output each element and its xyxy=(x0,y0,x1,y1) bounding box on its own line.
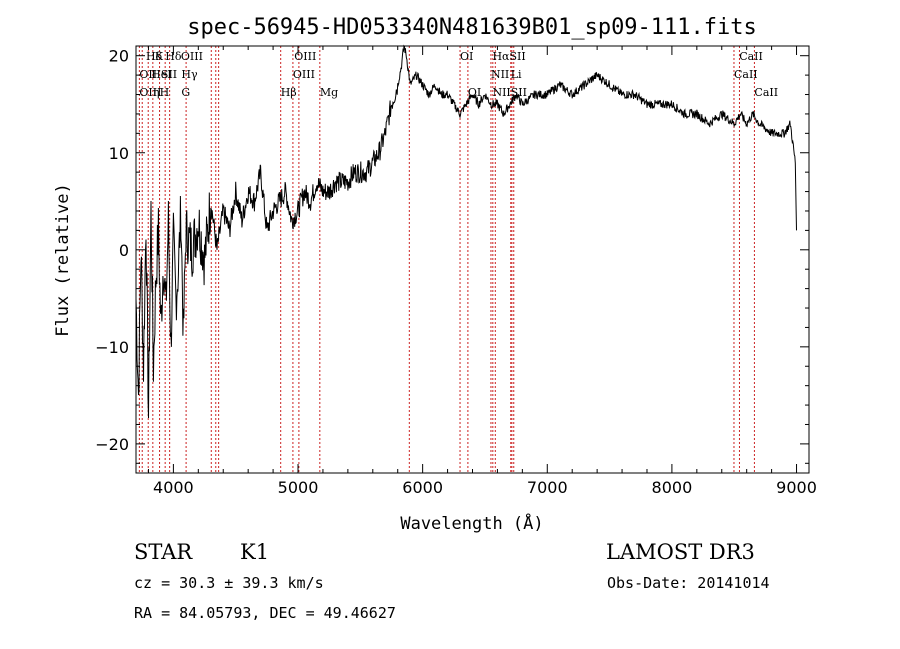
y-tick-label: −10 xyxy=(95,338,129,357)
spectral-line-label: SII xyxy=(161,68,177,81)
spectral-line-label: G xyxy=(181,86,190,99)
y-tick-label: 0 xyxy=(119,241,129,260)
spectral-line-label: CaII xyxy=(734,68,758,81)
x-tick-label: 7000 xyxy=(527,478,568,497)
y-tick-label: −20 xyxy=(95,435,129,454)
spectral-line-label: NIISII xyxy=(492,86,527,99)
spectral-line-label: OIII xyxy=(294,50,316,63)
spectral-line-label: OII xyxy=(139,68,157,81)
spectral-line-label: CaII xyxy=(739,50,763,63)
y-tick-label: 10 xyxy=(109,144,129,163)
spectral-line-label: OIII xyxy=(139,86,161,99)
spectral-line-label: HeI xyxy=(151,68,171,81)
x-tick-label: 8000 xyxy=(652,478,693,497)
survey-name: LAMOST DR3 xyxy=(606,540,755,564)
plot-frame xyxy=(135,45,810,474)
spectral-line-label: OIII xyxy=(293,68,315,81)
x-tick-label: 4000 xyxy=(153,478,194,497)
redshift-cz: cz = 30.3 ± 39.3 km/s xyxy=(134,574,324,592)
object-subclass: K1 xyxy=(240,540,270,564)
spectral-line-label: CaII xyxy=(754,86,778,99)
spectral-line-label: η xyxy=(153,86,160,99)
spectral-line-label: Hβ xyxy=(281,86,297,99)
chart-title: spec-56945-HD053340N481639B01_sp09-111.f… xyxy=(187,15,757,40)
spectral-line-label: Mg xyxy=(320,86,338,99)
spectral-line-label: HαSII xyxy=(492,50,525,63)
flux-series-line xyxy=(135,44,797,419)
x-tick-label: 6000 xyxy=(402,478,443,497)
y-tick-label: 20 xyxy=(109,47,129,66)
spectral-line-label: OI xyxy=(460,50,473,63)
x-axis-ticks: 4000 5000 6000 7000 8000 9000 xyxy=(147,46,817,497)
x-tick-label: 5000 xyxy=(278,478,319,497)
spectral-line-label: OIII xyxy=(181,50,203,63)
spectral-line-label: Li xyxy=(511,68,522,81)
y-axis-label: Flux (relative) xyxy=(53,183,73,337)
ra-dec: RA = 84.05793, DEC = 49.46627 xyxy=(134,604,396,622)
x-tick-label: 9000 xyxy=(776,478,817,497)
spectral-line-label: Hδ xyxy=(165,50,182,63)
spectral-line-label: NII xyxy=(491,68,509,81)
spectral-line-label: K xyxy=(155,50,164,63)
spectral-line-label: Hδ xyxy=(146,50,163,63)
spectral-marker-lines xyxy=(138,46,755,473)
obs-date: Obs-Date: 20141014 xyxy=(607,574,770,592)
spectral-line-label: H xyxy=(160,86,170,99)
y-axis-ticks: −20 −10 0 10 20 xyxy=(95,47,809,464)
object-class: STAR xyxy=(134,540,193,564)
x-axis-label: Wavelength (Å) xyxy=(400,512,543,534)
spectral-line-label: Hγ xyxy=(181,68,198,81)
